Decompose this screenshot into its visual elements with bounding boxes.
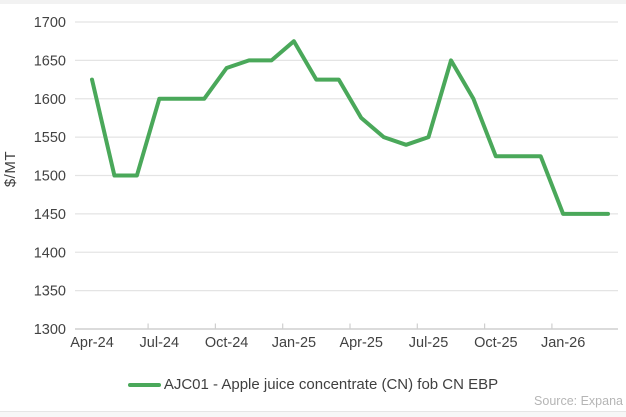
y-axis-tick-label: 1350 <box>34 284 66 300</box>
y-axis-tick-label: 1600 <box>34 92 66 108</box>
x-axis-tick-label: Jul-24 <box>140 335 180 351</box>
y-axis-tick-label: 1650 <box>34 53 66 69</box>
legend-label: AJC01 - Apple juice concentrate (CN) fob… <box>163 376 499 393</box>
x-axis-tick-label: Jan-26 <box>541 335 585 351</box>
x-axis-tick-label: Jan-25 <box>272 335 316 351</box>
x-axis-tick-label: Jul-25 <box>409 335 449 351</box>
legend: AJC01 - Apple juice concentrate (CN) fob… <box>0 376 626 393</box>
y-axis-tick-label: 1400 <box>34 245 66 261</box>
x-axis-tick-label: Apr-24 <box>70 335 114 351</box>
y-axis-tick-label: 1550 <box>34 130 66 146</box>
price-line <box>90 39 610 216</box>
x-axis-tick-label: Oct-24 <box>205 335 249 351</box>
x-axis-tick-label: Oct-25 <box>474 335 518 351</box>
top-edge-strip <box>0 0 626 4</box>
chart-plot-area: 170016501600155015001450140013501300Apr-… <box>34 15 618 351</box>
y-axis-tick-label: 1700 <box>34 15 66 31</box>
legend-line-swatch-icon <box>127 382 161 387</box>
y-axis-tick-label: 1300 <box>34 322 66 338</box>
y-axis-title: $/MT <box>2 151 19 188</box>
y-axis-tick-label: 1500 <box>34 169 66 185</box>
bottom-edge-strip <box>0 411 626 417</box>
x-axis-tick-label: Apr-25 <box>339 335 383 351</box>
source-attribution: Source: Expana <box>534 394 623 408</box>
y-axis-tick-label: 1450 <box>34 207 66 223</box>
